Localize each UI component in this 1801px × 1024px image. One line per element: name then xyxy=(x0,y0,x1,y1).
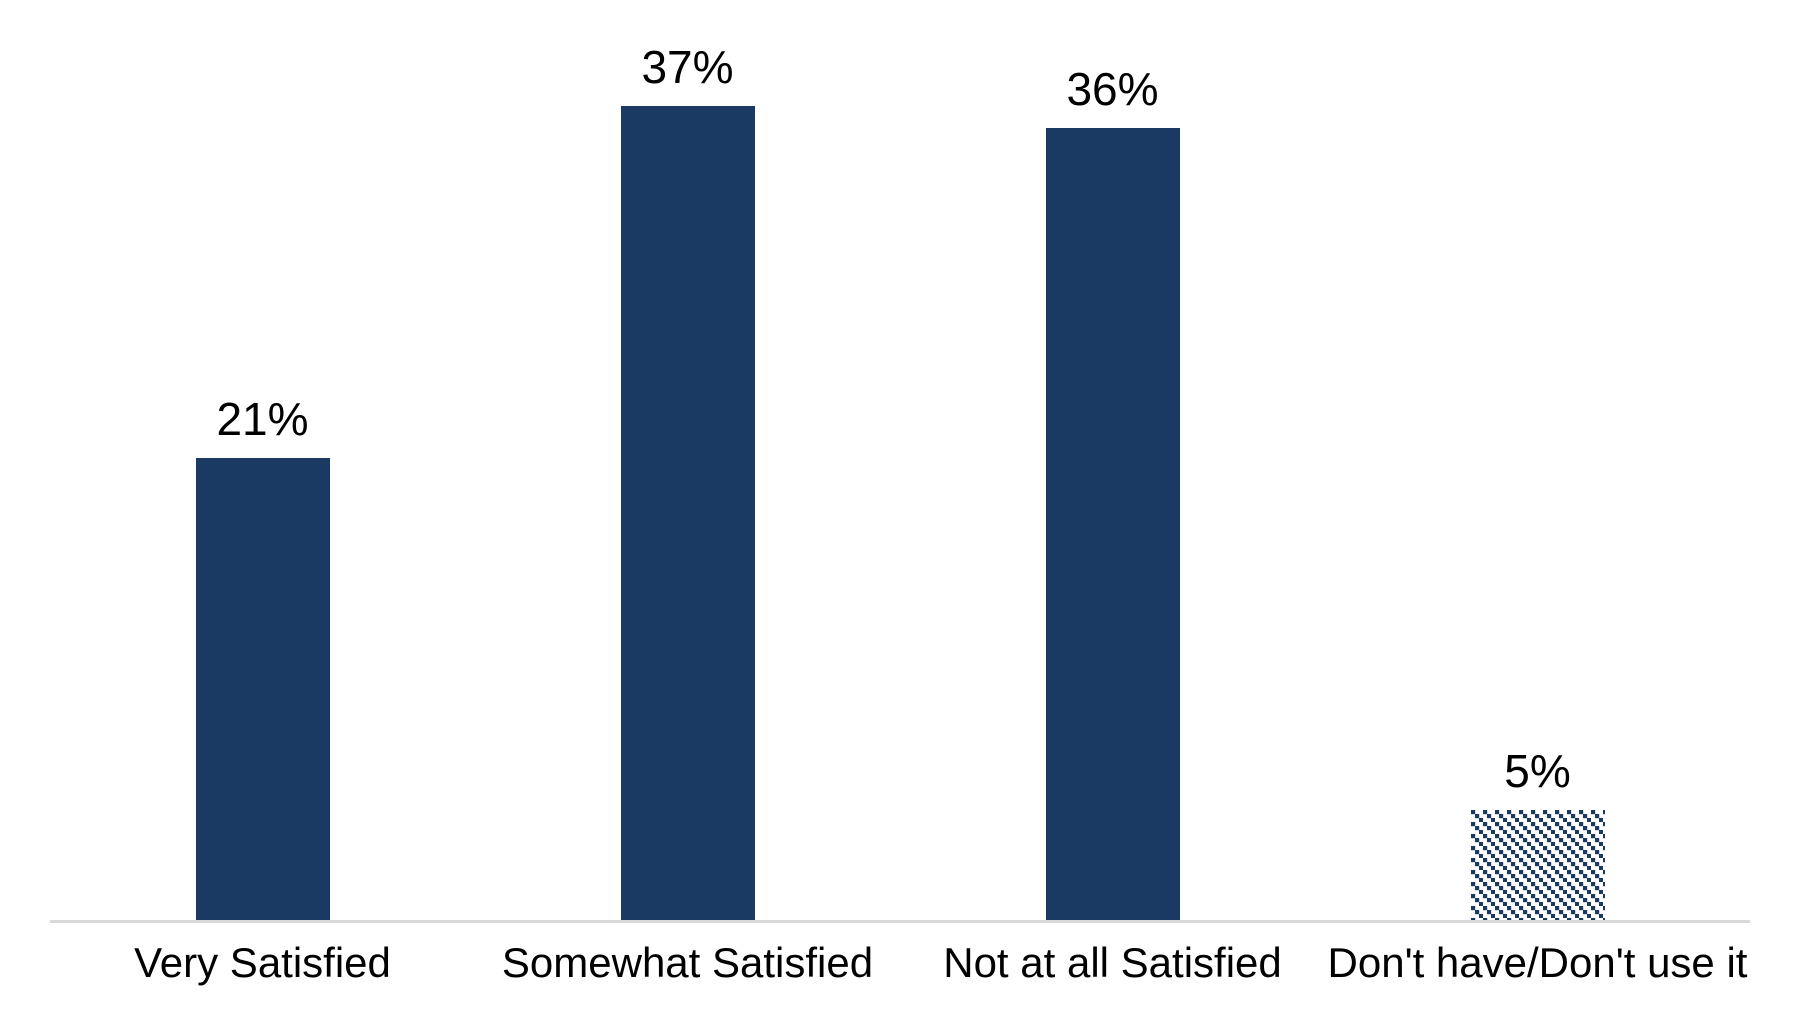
category-label-don-t-have-don-t-use-it: Don't have/Don't use it xyxy=(1327,939,1748,986)
bar-not-at-all-satisfied xyxy=(1045,128,1180,920)
bar-group-not-at-all-satisfied: 36% xyxy=(900,0,1325,920)
bar-very-satisfied xyxy=(195,458,330,920)
category-label-very-satisfied: Very Satisfied xyxy=(134,939,391,986)
plot-area: 21% 37% 36% 5% xyxy=(50,0,1750,920)
bar-group-don-t-have-don-t-use-it: 5% xyxy=(1325,0,1750,920)
value-label-not-at-all-satisfied: 36% xyxy=(1066,63,1159,115)
bar-group-somewhat-satisfied: 37% xyxy=(475,0,900,920)
x-axis-category-labels: Very Satisfied Somewhat Satisfied Not at a… xyxy=(50,938,1750,988)
value-label-somewhat-satisfied: 37% xyxy=(641,41,734,93)
bar-don-t-have-don-t-use-it xyxy=(1470,810,1605,920)
bar-somewhat-satisfied xyxy=(620,106,755,920)
category-label-somewhat-satisfied: Somewhat Satisfied xyxy=(501,939,874,986)
bar-group-very-satisfied: 21% xyxy=(50,0,475,920)
value-label-very-satisfied: 21% xyxy=(216,393,309,445)
value-label-don-t-have-don-t-use-it: 5% xyxy=(1504,745,1571,797)
category-label-not-at-all-satisfied: Not at all Satisfied xyxy=(943,939,1282,986)
x-axis-line xyxy=(50,920,1750,923)
